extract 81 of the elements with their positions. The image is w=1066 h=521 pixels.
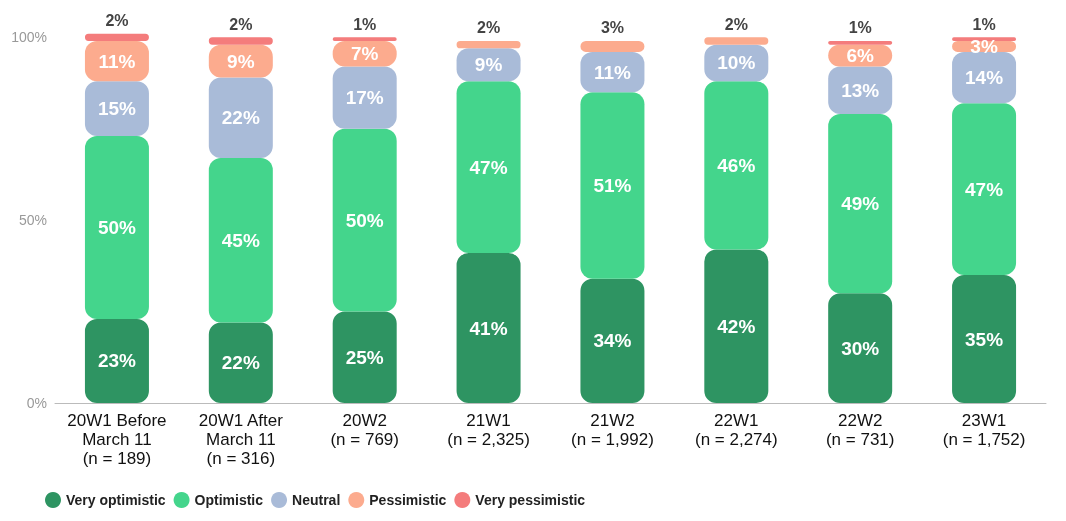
- legend-label: Neutral: [292, 492, 341, 508]
- data-label: 1%: [972, 15, 996, 33]
- bar: [828, 293, 893, 403]
- legend-label: Very optimistic: [66, 492, 166, 508]
- bar: [84, 33, 149, 41]
- x-tick-label: 21W1 (n = 2,325): [447, 411, 530, 449]
- legend-label: Pessimistic: [369, 492, 447, 508]
- data-label: 34%: [593, 330, 632, 352]
- bar: [580, 278, 645, 403]
- data-label: 47%: [469, 156, 508, 178]
- data-label: 25%: [345, 346, 384, 368]
- bar: [952, 275, 1017, 403]
- data-label: 2%: [477, 19, 501, 37]
- data-label: 49%: [841, 193, 880, 215]
- data-label: 35%: [965, 328, 1004, 350]
- data-label: 1%: [848, 19, 872, 37]
- data-label: 50%: [345, 209, 384, 231]
- bar: [580, 40, 645, 52]
- data-label: 22%: [221, 352, 260, 374]
- data-label: 30%: [841, 337, 880, 359]
- data-label: 45%: [221, 229, 260, 251]
- x-tick-label: 22W2 (n = 731): [825, 411, 895, 449]
- data-label: 42%: [717, 315, 756, 337]
- data-label: 9%: [474, 54, 503, 76]
- bar: [456, 253, 521, 403]
- bar: [208, 322, 273, 403]
- bar: [332, 128, 397, 312]
- x-tick-label: 20W1 Before March 11 (n = 189): [67, 411, 167, 468]
- x-tick-label: 22W1 (n = 2,274): [694, 411, 778, 449]
- data-label: 1%: [353, 15, 377, 33]
- bar: [456, 81, 521, 254]
- data-label: 23%: [97, 350, 137, 372]
- x-tick-label: 20W1 After March 11 (n = 316): [198, 411, 284, 468]
- bar: [456, 40, 521, 49]
- bar: [208, 157, 273, 323]
- data-label: 11%: [593, 61, 632, 83]
- bar: [84, 136, 149, 319]
- bar: [828, 114, 893, 294]
- data-label: 7%: [350, 43, 379, 65]
- data-label: 3%: [970, 35, 998, 57]
- bar: [952, 37, 1017, 41]
- data-label: 46%: [717, 154, 756, 176]
- data-label: 17%: [345, 87, 384, 109]
- data-label: 3%: [600, 19, 624, 37]
- bar: [952, 51, 1017, 104]
- x-tick-label: 21W2 (n = 1,992): [571, 411, 654, 449]
- x-tick-label: 23W1 (n = 1,752): [942, 411, 1026, 449]
- data-label: 47%: [965, 178, 1004, 200]
- bar: [952, 103, 1017, 276]
- data-label: 41%: [469, 317, 508, 339]
- bar: [208, 37, 273, 45]
- bar: [332, 37, 397, 41]
- bar: [580, 92, 645, 279]
- y-tick-label: 50%: [18, 212, 47, 229]
- data-label: 13%: [841, 79, 880, 101]
- data-label: 50%: [97, 216, 137, 238]
- bar: [332, 311, 397, 403]
- bar: [704, 81, 769, 250]
- data-label: 15%: [97, 98, 137, 120]
- data-label: 22%: [221, 107, 260, 129]
- bar: [208, 77, 273, 158]
- data-label: 10%: [717, 52, 756, 74]
- y-tick-label: 0%: [26, 395, 47, 411]
- y-tick-label: 100%: [11, 29, 47, 46]
- bar: [704, 249, 769, 403]
- bar: [84, 81, 149, 137]
- bar: [828, 40, 893, 45]
- bar: [84, 318, 149, 403]
- data-label: 2%: [724, 15, 748, 33]
- data-label: 9%: [227, 50, 255, 72]
- legend-label: Optimistic: [194, 492, 264, 508]
- data-label: 6%: [846, 45, 875, 67]
- legend-label: Very pessimistic: [475, 492, 586, 508]
- data-label: 14%: [965, 67, 1004, 89]
- data-label: 51%: [593, 174, 632, 196]
- data-label: 2%: [229, 15, 253, 33]
- data-label: 2%: [105, 12, 129, 30]
- data-label: 11%: [98, 50, 136, 72]
- bar: [704, 37, 769, 45]
- bar: [332, 66, 397, 129]
- x-tick-label: 20W2 (n = 769): [330, 411, 399, 449]
